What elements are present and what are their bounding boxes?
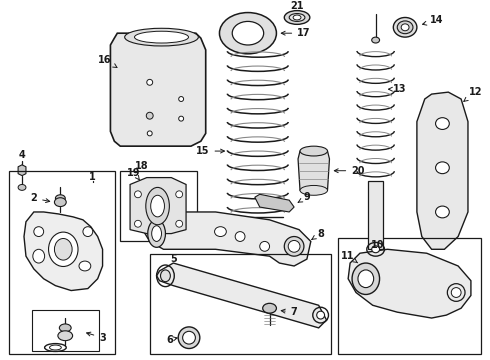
Bar <box>120 171 197 242</box>
Ellipse shape <box>317 311 324 319</box>
Ellipse shape <box>54 198 66 207</box>
Ellipse shape <box>451 288 461 297</box>
Text: 1: 1 <box>89 172 96 181</box>
Ellipse shape <box>293 15 301 20</box>
Ellipse shape <box>152 226 162 242</box>
Bar <box>9 171 115 354</box>
Ellipse shape <box>232 21 264 45</box>
Ellipse shape <box>178 327 200 348</box>
Ellipse shape <box>284 10 310 24</box>
Ellipse shape <box>263 303 276 313</box>
Polygon shape <box>157 263 326 328</box>
Text: 9: 9 <box>298 192 310 202</box>
Text: 17: 17 <box>281 28 311 38</box>
Polygon shape <box>24 212 102 291</box>
Text: 15: 15 <box>196 146 224 156</box>
Bar <box>32 310 98 351</box>
Ellipse shape <box>147 131 152 136</box>
Ellipse shape <box>148 220 166 247</box>
Ellipse shape <box>220 13 276 54</box>
Ellipse shape <box>436 118 449 130</box>
Ellipse shape <box>288 240 300 252</box>
Text: 18: 18 <box>135 161 148 171</box>
Ellipse shape <box>358 270 374 288</box>
Ellipse shape <box>161 270 171 282</box>
Ellipse shape <box>372 37 380 43</box>
Polygon shape <box>130 177 186 234</box>
Polygon shape <box>18 165 26 176</box>
Text: 12: 12 <box>464 87 483 102</box>
Polygon shape <box>110 33 206 146</box>
Ellipse shape <box>54 238 72 260</box>
Polygon shape <box>298 151 329 190</box>
Ellipse shape <box>393 18 417 37</box>
Ellipse shape <box>34 227 44 237</box>
Ellipse shape <box>124 28 198 46</box>
Ellipse shape <box>151 195 165 217</box>
Ellipse shape <box>436 162 449 174</box>
Ellipse shape <box>372 246 380 253</box>
Ellipse shape <box>179 96 184 102</box>
Ellipse shape <box>436 206 449 218</box>
Ellipse shape <box>18 184 26 190</box>
Text: 10: 10 <box>371 240 384 250</box>
Text: 21: 21 <box>290 1 304 11</box>
Ellipse shape <box>83 227 93 237</box>
Ellipse shape <box>300 185 327 195</box>
Bar <box>368 180 384 249</box>
Ellipse shape <box>176 191 183 198</box>
Ellipse shape <box>134 220 142 227</box>
Ellipse shape <box>55 195 65 202</box>
Ellipse shape <box>183 331 196 344</box>
Polygon shape <box>255 194 294 212</box>
Ellipse shape <box>147 112 153 119</box>
Ellipse shape <box>146 188 170 225</box>
Ellipse shape <box>215 227 226 237</box>
Text: 20: 20 <box>334 166 365 176</box>
Text: 8: 8 <box>312 229 324 239</box>
Ellipse shape <box>49 345 61 350</box>
Text: 11: 11 <box>342 251 358 263</box>
Ellipse shape <box>260 242 270 251</box>
Text: 6: 6 <box>166 335 177 345</box>
Polygon shape <box>144 212 311 266</box>
Bar <box>150 254 331 354</box>
Text: 13: 13 <box>389 84 406 94</box>
Text: 2: 2 <box>30 193 49 203</box>
Ellipse shape <box>289 14 305 21</box>
Text: 14: 14 <box>422 15 443 26</box>
Ellipse shape <box>147 79 153 85</box>
Ellipse shape <box>134 31 189 43</box>
Ellipse shape <box>176 220 183 227</box>
Ellipse shape <box>58 331 73 341</box>
Ellipse shape <box>59 324 71 332</box>
Text: 3: 3 <box>87 332 106 343</box>
Polygon shape <box>417 92 468 249</box>
Ellipse shape <box>49 232 78 266</box>
Text: 19: 19 <box>127 168 141 180</box>
Text: 4: 4 <box>19 150 25 160</box>
Text: 7: 7 <box>281 307 297 317</box>
Ellipse shape <box>300 146 327 156</box>
Text: 5: 5 <box>170 254 177 264</box>
Ellipse shape <box>134 191 142 198</box>
Ellipse shape <box>179 116 184 121</box>
Text: 16: 16 <box>98 55 117 68</box>
Ellipse shape <box>79 261 91 271</box>
Ellipse shape <box>33 249 45 263</box>
Ellipse shape <box>235 231 245 242</box>
Ellipse shape <box>401 24 409 31</box>
Ellipse shape <box>397 21 413 34</box>
Ellipse shape <box>352 263 380 294</box>
Ellipse shape <box>284 237 304 256</box>
Polygon shape <box>348 249 471 318</box>
Bar <box>338 238 481 354</box>
